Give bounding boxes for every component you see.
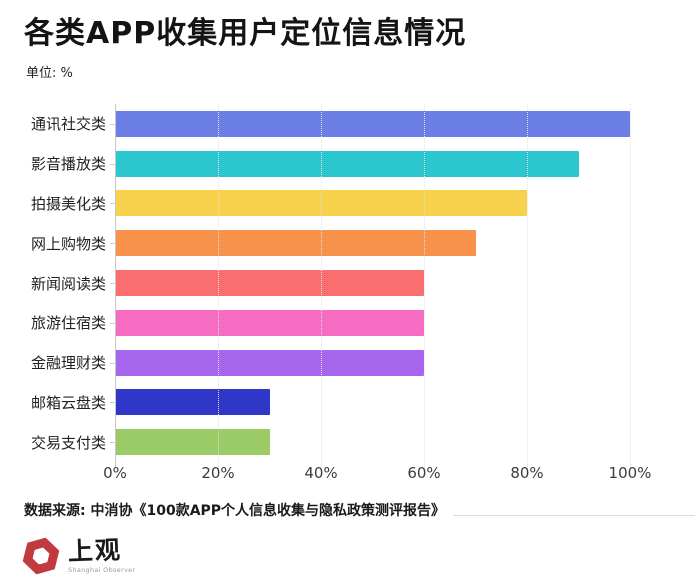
unit-label: 单位: %: [26, 66, 73, 81]
category-label: 新闻阅读类: [30, 274, 106, 293]
bar-track: [110, 343, 630, 383]
axis-tick: [110, 123, 115, 125]
x-tick-label: 80%: [510, 464, 544, 482]
category-label: 交易支付类: [30, 433, 106, 452]
axis-tick: [110, 402, 115, 404]
chart-row: 网上购物类: [22, 223, 630, 263]
x-tick-label: 0%: [103, 464, 127, 482]
category-label: 网上购物类: [30, 234, 106, 253]
chart-row: 拍摄美化类: [22, 184, 630, 224]
x-tick-label: 100%: [608, 464, 652, 482]
chart-row: 金融理财类: [22, 343, 630, 383]
axis-tick: [110, 243, 115, 245]
chart-row: 影音播放类: [22, 144, 630, 184]
category-label: 邮箱云盘类: [30, 393, 106, 412]
bar-track: [110, 303, 630, 343]
axis-tick: [110, 163, 115, 165]
x-axis-labels: 0% 20% 40% 60% 80% 100%: [103, 464, 651, 484]
bar: [115, 190, 527, 217]
gridline: [630, 104, 631, 467]
bar: [115, 230, 476, 257]
hexagon-logo-icon: [18, 533, 64, 579]
shanghai-observer-logo: 上观 Shanghai Observer: [22, 537, 135, 575]
chart-row: 交易支付类: [22, 422, 630, 462]
category-label: 影音播放类: [30, 155, 106, 174]
category-label: 旅游住宿类: [30, 314, 106, 333]
source-row: 数据来源: 中消协《100款APP个人信息收集与隐私政策测评报告》: [24, 500, 695, 520]
bar: [115, 309, 424, 336]
chart-row: 通讯社交类: [22, 104, 630, 144]
x-tick-label: 20%: [201, 464, 235, 482]
page-title: 各类APP收集用户定位信息情况: [24, 16, 467, 51]
bar-track: [110, 263, 630, 303]
bar: [115, 150, 579, 177]
category-label: 拍摄美化类: [30, 194, 106, 213]
bar-track: [110, 223, 630, 263]
bar: [115, 429, 270, 456]
bar-track: [110, 382, 630, 422]
axis-tick: [110, 442, 115, 444]
x-tick-label: 60%: [407, 464, 441, 482]
axis-tick: [110, 283, 115, 285]
bar-track: [110, 144, 630, 184]
bar: [115, 349, 424, 376]
bar-track: [110, 104, 630, 144]
logo-subtext: Shanghai Observer: [68, 566, 136, 575]
bar: [115, 389, 270, 416]
chart-row: 新闻阅读类: [22, 263, 630, 303]
axis-tick: [110, 203, 115, 205]
bar-chart: 通讯社交类影音播放类拍摄美化类网上购物类新闻阅读类旅游住宿类金融理财类邮箱云盘类…: [22, 104, 630, 462]
data-source: 数据来源: 中消协《100款APP个人信息收集与隐私政策测评报告》: [24, 503, 446, 519]
chart-row: 旅游住宿类: [22, 303, 630, 343]
axis-tick: [110, 322, 115, 324]
logo-text: 上观: [67, 535, 123, 567]
x-tick-label: 40%: [304, 464, 338, 482]
bar: [115, 270, 424, 297]
category-label: 通讯社交类: [30, 115, 106, 134]
bar-track: [110, 422, 630, 462]
bar: [115, 110, 630, 137]
category-label: 金融理财类: [30, 354, 106, 373]
axis-tick: [110, 362, 115, 364]
bar-track: [110, 184, 630, 224]
divider-line: [453, 515, 695, 516]
chart-row: 邮箱云盘类: [22, 382, 630, 422]
